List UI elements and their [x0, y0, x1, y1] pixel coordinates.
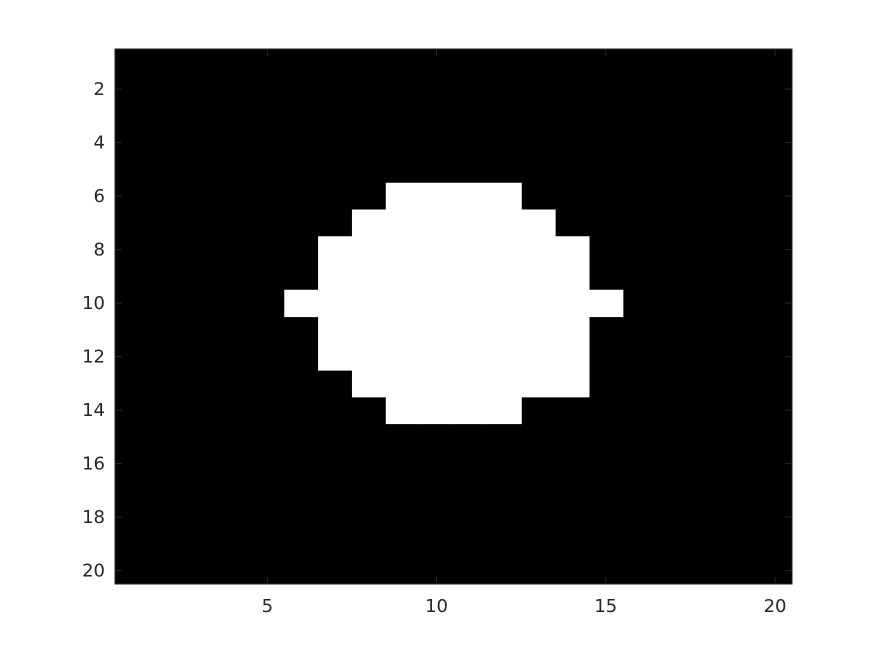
- image-cell: [385, 343, 421, 371]
- image-cell: [351, 209, 387, 237]
- image-cell: [351, 236, 387, 264]
- image-cell: [351, 370, 387, 398]
- x-tick-label: 5: [262, 596, 273, 617]
- image-cell: [419, 316, 455, 344]
- axis-ticks: [115, 49, 792, 584]
- image-cell: [487, 370, 522, 398]
- y-tick-label: 18: [82, 507, 105, 528]
- image-cell: [351, 343, 387, 371]
- plot-area: [114, 48, 793, 585]
- x-axis-tick-labels: 5 10 15 20: [262, 596, 787, 617]
- x-tick-label: 20: [764, 596, 787, 617]
- image-cell: [521, 343, 556, 371]
- image-cell: [453, 236, 488, 264]
- image-cell: [555, 289, 590, 318]
- image-cell: [555, 316, 590, 344]
- image-cell: [487, 316, 522, 344]
- image-cell: [351, 289, 387, 318]
- image-cell: [453, 209, 488, 237]
- image-cell: [521, 370, 556, 398]
- y-tick-label: 16: [82, 454, 105, 475]
- y-tick-label: 12: [82, 347, 105, 368]
- image-cell: [453, 182, 488, 211]
- image-cell: [419, 236, 455, 264]
- image-cell: [521, 263, 556, 291]
- image-cell: [318, 289, 353, 318]
- image-cell: [318, 316, 353, 344]
- image-cell: [487, 263, 522, 291]
- y-tick-label: 14: [82, 400, 105, 421]
- y-tick-label: 10: [82, 293, 105, 314]
- image-cell: [453, 316, 488, 344]
- image-cell: [487, 236, 522, 264]
- image-cell: [521, 236, 556, 264]
- y-axis-tick-labels: 2 4 6 8 10 12 14 16 18 20: [82, 79, 105, 582]
- image-cell: [419, 263, 455, 291]
- y-tick-label: 2: [94, 79, 105, 100]
- image-cell: [555, 236, 590, 264]
- y-tick-label: 8: [94, 240, 105, 261]
- x-tick-label: 15: [594, 596, 617, 617]
- image-cell: [318, 343, 353, 371]
- image-cell: [318, 263, 353, 291]
- image-cell: [385, 396, 421, 425]
- y-tick-label: 6: [94, 186, 105, 207]
- image-cell: [419, 289, 455, 318]
- image-cell: [419, 370, 455, 398]
- image-cell: [521, 289, 556, 318]
- image-cell: [351, 263, 387, 291]
- image-cell: [419, 209, 455, 237]
- image-cell: [419, 343, 455, 371]
- image-cell: [385, 182, 421, 211]
- image-cell: [385, 316, 421, 344]
- image-cell: [385, 289, 421, 318]
- image-cell: [487, 182, 522, 211]
- image-cell: [453, 289, 488, 318]
- image-cell: [487, 396, 522, 425]
- image-cell: [521, 209, 556, 237]
- image-cell: [284, 289, 319, 318]
- image-cell: [487, 289, 522, 318]
- image-cell: [385, 263, 421, 291]
- image-cell: [385, 236, 421, 264]
- image-cell: [555, 370, 590, 398]
- image-cell: [318, 236, 353, 264]
- image-cell: [419, 182, 455, 211]
- x-tick-label: 10: [425, 596, 448, 617]
- image-cell: [453, 370, 488, 398]
- image-cell: [351, 316, 387, 344]
- y-tick-label: 20: [82, 561, 105, 582]
- image-cell: [588, 289, 624, 318]
- image-cell: [385, 370, 421, 398]
- image-cell: [555, 263, 590, 291]
- image-cell: [419, 396, 455, 425]
- image-cell: [453, 263, 488, 291]
- image-cell: [385, 209, 421, 237]
- image-cell: [453, 343, 488, 371]
- axes-frame: [114, 48, 793, 585]
- image-cell: [453, 396, 488, 425]
- y-tick-label: 4: [94, 133, 105, 154]
- image-cell: [487, 343, 522, 371]
- image-cell: [487, 209, 522, 237]
- image-cells: [284, 182, 624, 425]
- image-cell: [555, 343, 590, 371]
- image-cell: [521, 316, 556, 344]
